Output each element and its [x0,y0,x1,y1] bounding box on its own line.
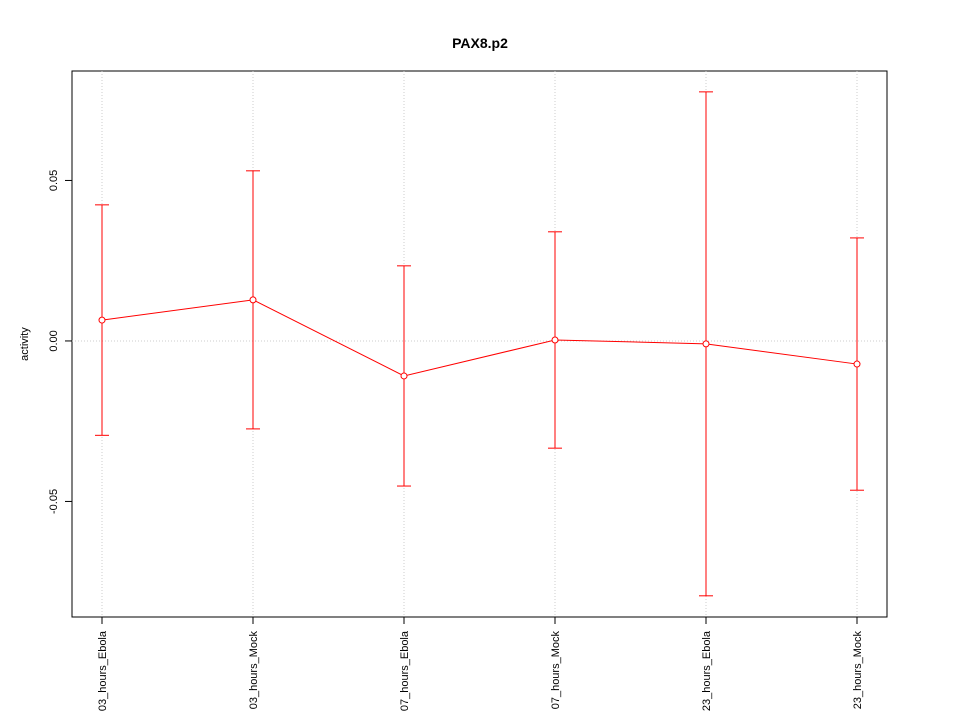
point [400,372,408,380]
x-tick-label: 07_hours_Mock [550,631,562,710]
point [98,316,106,324]
y-tick-label: 0.00 [48,330,60,351]
point [702,340,710,348]
y-tick-label: 0.05 [48,170,60,191]
plot-frame [71,70,888,618]
series-line [101,299,858,377]
x-tick-label: 07_hours_Ebola [399,630,411,711]
x-tick-label: 23_hours_Mock [852,631,864,710]
x-tick-label: 23_hours_Ebola [701,630,713,711]
point [853,360,861,368]
point [249,296,257,304]
x-tick-label: 03_hours_Ebola [97,630,109,711]
y-axis-label: activity [19,327,31,361]
point [551,336,559,344]
x-tick-label: 03_hours_Mock [248,631,260,710]
y-tick-label: -0.05 [48,489,60,514]
chart-title: PAX8.p2 [452,35,508,51]
